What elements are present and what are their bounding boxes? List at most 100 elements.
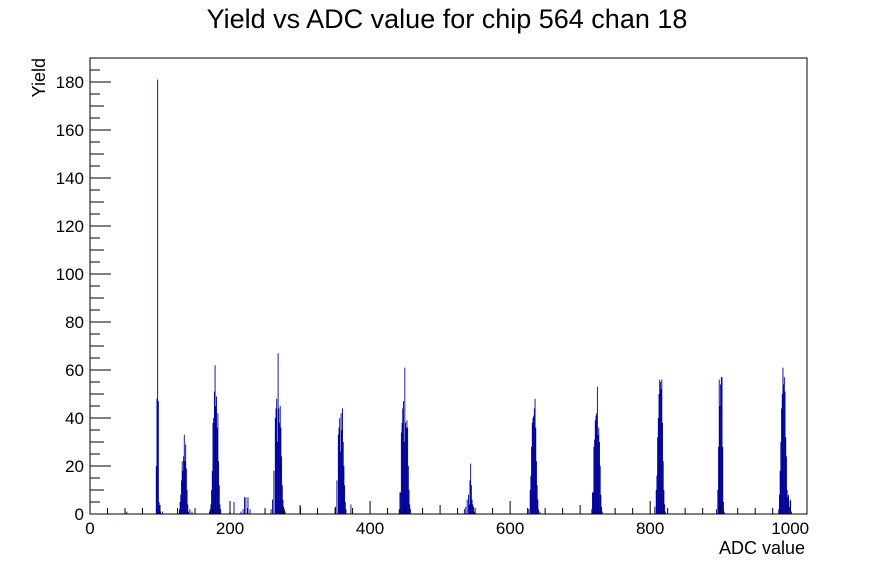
histogram-bar <box>209 511 210 514</box>
histogram-bar <box>277 353 279 514</box>
histogram-bar <box>404 367 406 514</box>
histogram-bar <box>218 461 220 514</box>
histogram-bar <box>233 502 235 514</box>
histogram-bar <box>788 494 789 514</box>
histogram-bar <box>600 494 602 514</box>
histogram-bar <box>537 499 539 514</box>
histogram-bar <box>787 497 789 514</box>
x-tick-label: 600 <box>496 519 524 538</box>
histogram-bar <box>531 446 533 514</box>
y-axis-label: Yield <box>29 58 49 97</box>
histogram-bar <box>539 511 541 514</box>
histogram-bar <box>339 418 341 514</box>
histogram-bar <box>284 511 286 514</box>
histogram-bar <box>240 511 242 514</box>
y-tick-label: 120 <box>56 217 84 236</box>
histogram-bar <box>399 492 401 514</box>
histogram-bar <box>657 437 659 514</box>
histogram-bar <box>178 509 180 514</box>
histogram-bar <box>283 506 285 514</box>
histogram-bar <box>278 408 280 514</box>
histogram-bar <box>780 442 782 514</box>
histogram-bar <box>655 490 657 514</box>
histogram-bar <box>157 401 159 514</box>
histogram-bar <box>184 461 186 514</box>
histogram-bar <box>663 490 665 514</box>
histogram-bar <box>281 485 283 514</box>
histogram-bar <box>721 377 723 514</box>
histogram-bar <box>179 502 181 514</box>
histogram-bar <box>209 509 211 514</box>
histogram-bar <box>784 391 786 514</box>
y-tick-label: 60 <box>65 361 84 380</box>
histogram-bar <box>181 480 182 514</box>
histogram-bar <box>273 470 275 514</box>
histogram-bar <box>350 504 352 514</box>
histogram-bar <box>785 456 787 514</box>
histogram-bar <box>337 434 339 514</box>
histogram-bar <box>783 384 785 514</box>
histogram-bar <box>532 418 534 514</box>
histogram-bar <box>212 422 214 514</box>
histogram-bar <box>401 422 403 514</box>
histogram-bar <box>722 446 724 514</box>
histogram-bar <box>279 422 280 514</box>
chart-title: Yield vs ADC value for chip 564 chan 18 <box>207 4 688 34</box>
x-tick-label: 200 <box>216 519 244 538</box>
histogram-bar <box>282 499 284 514</box>
histogram-bar <box>398 509 400 514</box>
histogram-bar <box>718 379 720 514</box>
histogram-bar <box>403 442 405 514</box>
histogram-bar <box>211 470 213 514</box>
histogram-bar <box>594 420 596 514</box>
histogram-bar <box>244 497 245 514</box>
histogram-bar <box>218 485 220 514</box>
histogram-bar <box>596 413 598 514</box>
histogram-bar <box>664 504 666 514</box>
histogram-bar <box>717 490 719 514</box>
histogram-bar <box>400 492 402 514</box>
histogram-bar <box>535 427 537 514</box>
histogram-bar <box>591 509 593 514</box>
histogram-bar <box>156 398 158 514</box>
histogram-bar <box>598 427 600 514</box>
histogram-bar <box>468 494 470 514</box>
histogram-bar <box>597 434 599 514</box>
x-tick-label: 800 <box>636 519 664 538</box>
histogram-bar <box>778 494 780 514</box>
histogram-bar <box>216 396 217 514</box>
histogram-bar <box>409 509 411 514</box>
histogram-bar <box>158 502 160 514</box>
histogram-bar <box>593 446 595 514</box>
histogram-bar <box>279 406 281 514</box>
histogram-bar <box>723 511 725 514</box>
histogram-bar <box>216 427 218 514</box>
histogram-bar <box>214 365 216 514</box>
histogram-bar <box>405 422 406 514</box>
histogram-bar <box>181 461 183 514</box>
histogram-bar <box>470 485 472 514</box>
histogram-bar <box>157 79 159 514</box>
histogram-bar <box>473 506 474 514</box>
histogram-bar <box>662 422 663 514</box>
histogram-bar <box>465 506 467 514</box>
histogram-bar <box>409 504 411 514</box>
histogram-bar <box>276 398 278 514</box>
histogram-bar <box>538 509 540 514</box>
histogram-bar <box>339 451 341 514</box>
histogram-bar <box>599 442 600 514</box>
histogram-bar <box>660 389 662 514</box>
histogram-bar <box>594 439 596 514</box>
histogram-bar <box>534 398 536 514</box>
y-tick-label: 180 <box>56 73 84 92</box>
histogram-bar <box>408 490 410 514</box>
histogram-bar <box>658 394 660 514</box>
histogram-bar <box>720 377 722 514</box>
histogram-bar <box>341 430 343 514</box>
histogram-bar <box>162 511 164 514</box>
histogram-bar <box>186 490 188 514</box>
histogram-bar <box>531 422 533 514</box>
histogram-bar <box>786 490 788 514</box>
histogram-bar <box>463 509 465 514</box>
histogram-bar <box>601 511 603 514</box>
